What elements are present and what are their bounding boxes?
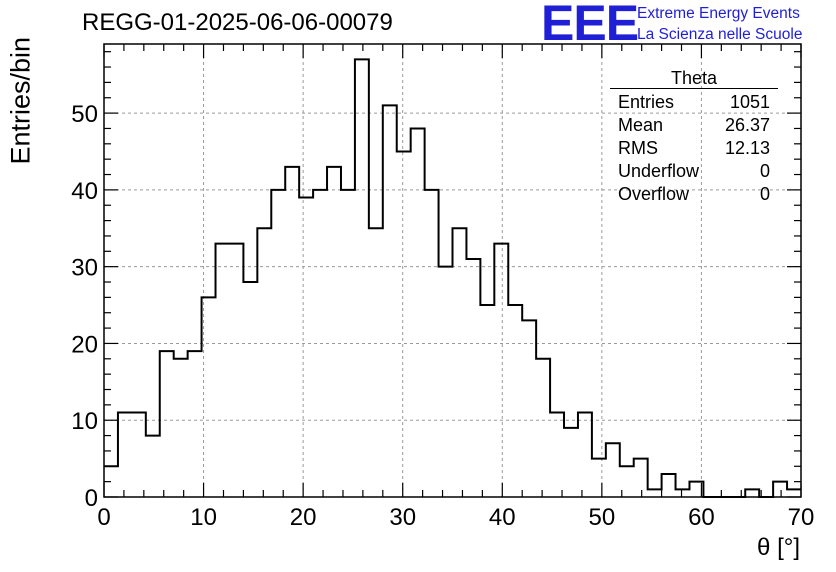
histogram-bin — [271, 190, 285, 497]
stat-row-entries: Entries 1051 — [610, 91, 778, 114]
histogram-bin — [257, 228, 271, 497]
histogram-bin — [676, 489, 690, 497]
histogram-bin — [787, 489, 801, 497]
histogram-bin — [578, 413, 592, 497]
histogram-bin — [745, 489, 759, 497]
histogram-bin — [425, 190, 439, 497]
histogram-bin — [118, 413, 132, 497]
eee-logo: EEE Extreme Energy Events La Scienza nel… — [541, 0, 836, 51]
stat-label: Entries — [618, 92, 675, 112]
histogram-bin — [536, 359, 550, 497]
histogram-bin — [285, 167, 299, 497]
histogram-bin — [327, 167, 341, 497]
stat-row-underflow: Underflow 0 — [610, 160, 778, 183]
histogram-bin — [564, 428, 578, 497]
histogram-bin — [439, 267, 453, 497]
plot-frame — [103, 43, 802, 498]
histogram-bin — [243, 282, 257, 497]
y-tick-label: 40 — [71, 178, 98, 205]
y-tick-label: 20 — [71, 331, 98, 358]
chart-title: REGG-01-2025-06-06-00079 — [82, 9, 393, 36]
histogram-bin — [202, 297, 216, 497]
histogram-bin — [188, 351, 202, 497]
histogram-bin — [648, 489, 662, 497]
histogram-bin — [522, 320, 536, 497]
histogram-bin — [606, 443, 620, 497]
logo-line2: La Scienza nelle Scuole — [637, 26, 803, 43]
histogram-bin — [466, 259, 480, 497]
histogram-bin — [411, 128, 425, 497]
stat-row-rms: RMS 12.13 — [610, 137, 778, 160]
histogram-bin — [480, 305, 494, 497]
histogram-bin — [369, 228, 383, 497]
histogram-bin — [397, 151, 411, 497]
histogram-bin — [773, 482, 787, 497]
histogram-bin — [662, 474, 676, 497]
y-tick-label: 50 — [71, 101, 98, 128]
x-tick-label: 20 — [290, 504, 317, 531]
histogram-bin — [229, 244, 243, 497]
stat-label: Mean — [618, 115, 664, 135]
histogram-bin — [508, 305, 522, 497]
y-tick-label: 30 — [71, 255, 98, 282]
histogram-bin — [174, 359, 188, 497]
histogram-bin — [634, 459, 648, 497]
histogram-bin — [146, 436, 160, 497]
stat-value: 26.37 — [724, 115, 770, 135]
histogram-outline — [104, 58, 801, 498]
stat-label: RMS — [618, 138, 658, 158]
logo-mark: EEE — [541, 0, 639, 51]
y-axis-label: Entries/bin — [5, 36, 36, 165]
y-tick-label: 10 — [71, 408, 98, 435]
logo-line1: Extreme Energy Events — [637, 5, 800, 22]
histogram-bin — [160, 351, 174, 497]
histogram-bin — [453, 228, 467, 497]
histogram-bin — [132, 413, 146, 497]
histogram-bin — [383, 105, 397, 497]
histogram-bin — [216, 244, 230, 497]
x-tick-label: 50 — [589, 504, 616, 531]
histogram-bin — [313, 190, 327, 497]
stat-value: 1051 — [729, 92, 770, 112]
histogram-bin — [299, 198, 313, 497]
x-tick-label: 30 — [389, 504, 416, 531]
x-tick-label: 0 — [97, 504, 110, 531]
stat-row-mean: Mean 26.37 — [610, 114, 778, 137]
x-tick-label: 10 — [190, 504, 217, 531]
histogram-bin — [341, 190, 355, 497]
x-tick-label: 70 — [788, 504, 815, 531]
stats-box: Theta Entries 1051 Mean 26.37 RMS 12.13 … — [610, 68, 778, 206]
stat-row-overflow: Overflow 0 — [610, 183, 778, 206]
stats-title: Theta — [610, 68, 778, 89]
stat-label: Overflow — [618, 184, 690, 204]
histogram-bin — [494, 244, 508, 497]
y-tick-label: 0 — [85, 485, 98, 512]
stat-value: 12.13 — [724, 138, 770, 158]
x-tick-label: 60 — [688, 504, 715, 531]
stat-value: 0 — [759, 184, 770, 204]
x-tick-label: 40 — [489, 504, 516, 531]
histogram-bin — [592, 459, 606, 497]
stat-label: Underflow — [618, 161, 700, 181]
stat-value: 0 — [759, 161, 770, 181]
histogram-bin — [550, 413, 564, 497]
histogram-bin — [355, 59, 369, 497]
x-axis-label: θ [°] — [757, 534, 800, 561]
